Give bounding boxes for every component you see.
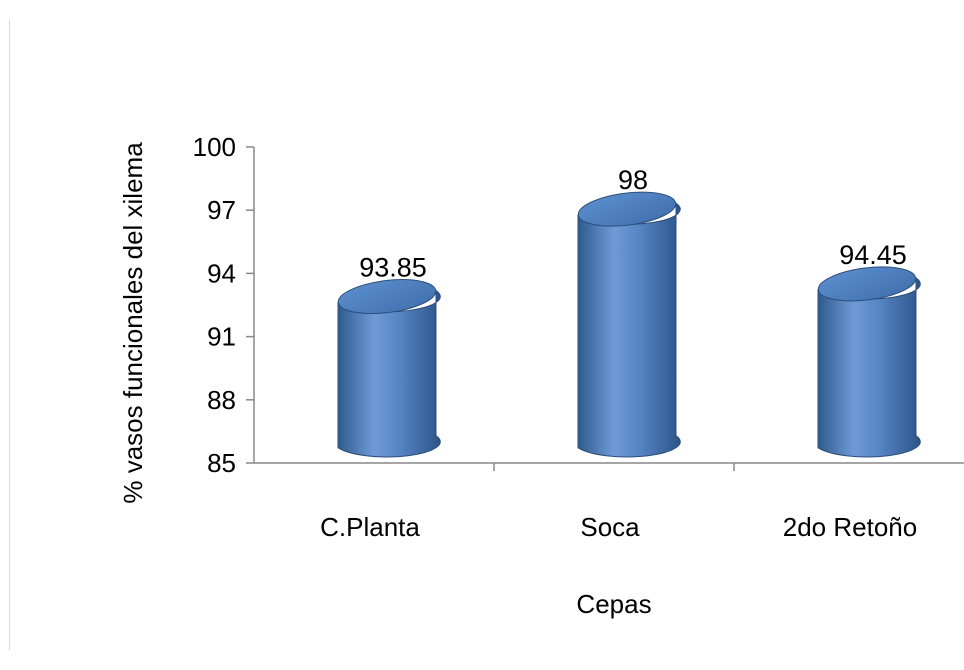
bar-body xyxy=(337,289,441,458)
x-ticks xyxy=(493,463,735,471)
y-ticks: 85 88 91 94 97 100 xyxy=(193,132,254,478)
bar-top xyxy=(577,191,677,227)
axes xyxy=(253,147,964,464)
bars xyxy=(337,191,921,458)
data-labels: 93.85 98 94.45 xyxy=(359,165,907,282)
data-label: 94.45 xyxy=(839,240,907,270)
category-label: 2do Retoño xyxy=(783,512,917,542)
y-tick-label: 94 xyxy=(207,258,236,288)
bar-top xyxy=(337,279,437,315)
data-label: 98 xyxy=(618,165,648,195)
data-label: 93.85 xyxy=(359,253,427,283)
category-label: C.Planta xyxy=(320,512,420,542)
frame-border xyxy=(9,20,10,650)
y-tick-label: 85 xyxy=(207,448,236,478)
bar-c-planta xyxy=(337,279,441,458)
bar-2do-reto-o xyxy=(817,266,921,458)
category-labels: C.Planta Soca 2do Retoño xyxy=(320,512,917,542)
bar-body xyxy=(577,202,681,458)
y-axis-title: % vasos funcionales del xilema xyxy=(118,142,148,504)
bar-top xyxy=(817,266,917,302)
category-label: Soca xyxy=(580,512,640,542)
x-axis-title: Cepas xyxy=(576,589,651,619)
y-tick-label: 100 xyxy=(193,132,236,162)
y-tick-label: 91 xyxy=(207,322,236,352)
bar-soca xyxy=(577,191,681,458)
bar-body xyxy=(817,276,921,458)
y-tick-label: 88 xyxy=(207,385,236,415)
y-tick-label: 97 xyxy=(207,195,236,225)
